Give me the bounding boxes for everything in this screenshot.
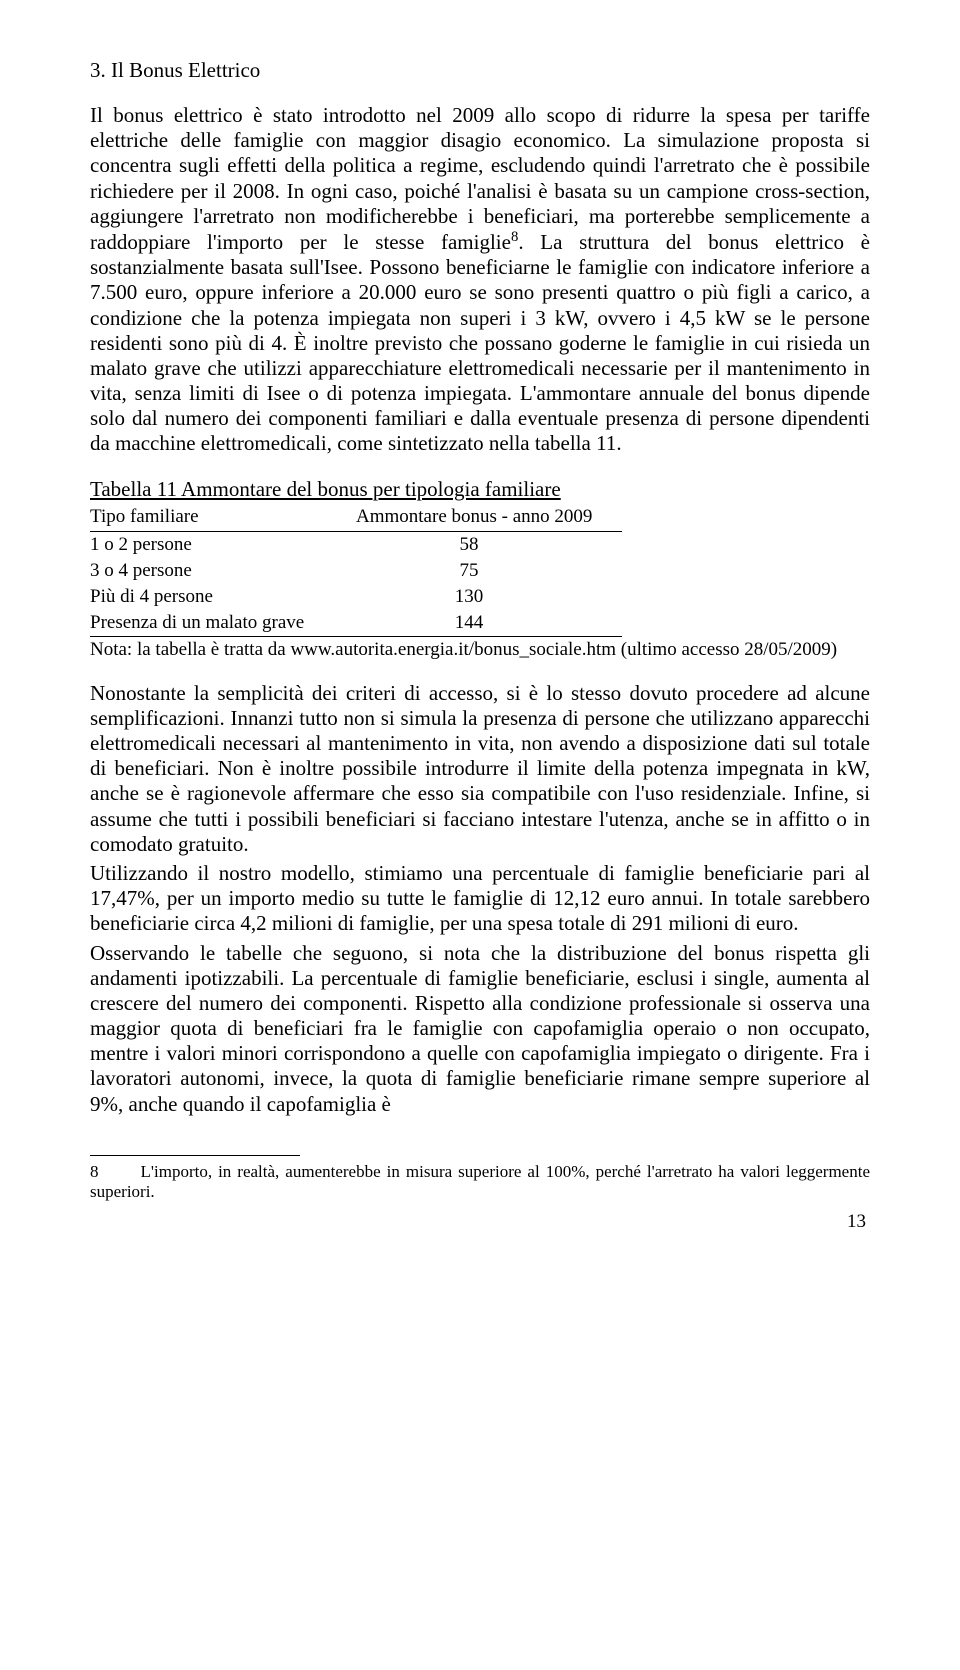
table-header-ammontare: Ammontare bonus - anno 2009 (356, 504, 622, 532)
table-row: Presenza di un malato grave 144 (90, 610, 622, 637)
table-cell-val: 130 (356, 584, 622, 610)
table-header-tipo: Tipo familiare (90, 504, 356, 532)
paragraph-1b-text: La struttura del bonus elettrico è sosta… (90, 230, 870, 456)
paragraph-4: Utilizzando il nostro modello, stimiamo … (90, 861, 870, 937)
table-row: 1 o 2 persone 58 (90, 531, 622, 558)
paragraph-3: Nonostante la semplicità dei criteri di … (90, 681, 870, 857)
table-cell-val: 58 (356, 531, 622, 558)
table-cell-tipo: 3 o 4 persone (90, 558, 356, 584)
footnote-text: L'importo, in realtà, aumenterebbe in mi… (90, 1162, 870, 1201)
table-cell-val: 75 (356, 558, 622, 584)
footnote-separator (90, 1155, 300, 1156)
paragraph-5: Osservando le tabelle che seguono, si no… (90, 941, 870, 1117)
table-title: Tabella 11 Ammontare del bonus per tipol… (90, 477, 870, 502)
table-row: Più di 4 persone 130 (90, 584, 622, 610)
page-number: 13 (90, 1211, 866, 1233)
table-row: 3 o 4 persone 75 (90, 558, 622, 584)
paragraph-1-period: . (518, 230, 523, 254)
table-note: Nota: la tabella è tratta da www.autorit… (90, 639, 870, 661)
table-cell-tipo: 1 o 2 persone (90, 531, 356, 558)
table-cell-tipo: Più di 4 persone (90, 584, 356, 610)
bonus-table: Tipo familiare Ammontare bonus - anno 20… (90, 504, 622, 637)
table-cell-tipo: Presenza di un malato grave (90, 610, 356, 637)
footnote-8: 8 L'importo, in realtà, aumenterebbe in … (90, 1162, 870, 1203)
table-cell-val: 144 (356, 610, 622, 637)
page: 3. Il Bonus Elettrico Il bonus elettrico… (0, 0, 960, 1291)
footnote-number: 8 (90, 1162, 99, 1181)
section-heading: 3. Il Bonus Elettrico (90, 58, 870, 83)
paragraph-1: Il bonus elettrico è stato introdotto ne… (90, 103, 870, 457)
